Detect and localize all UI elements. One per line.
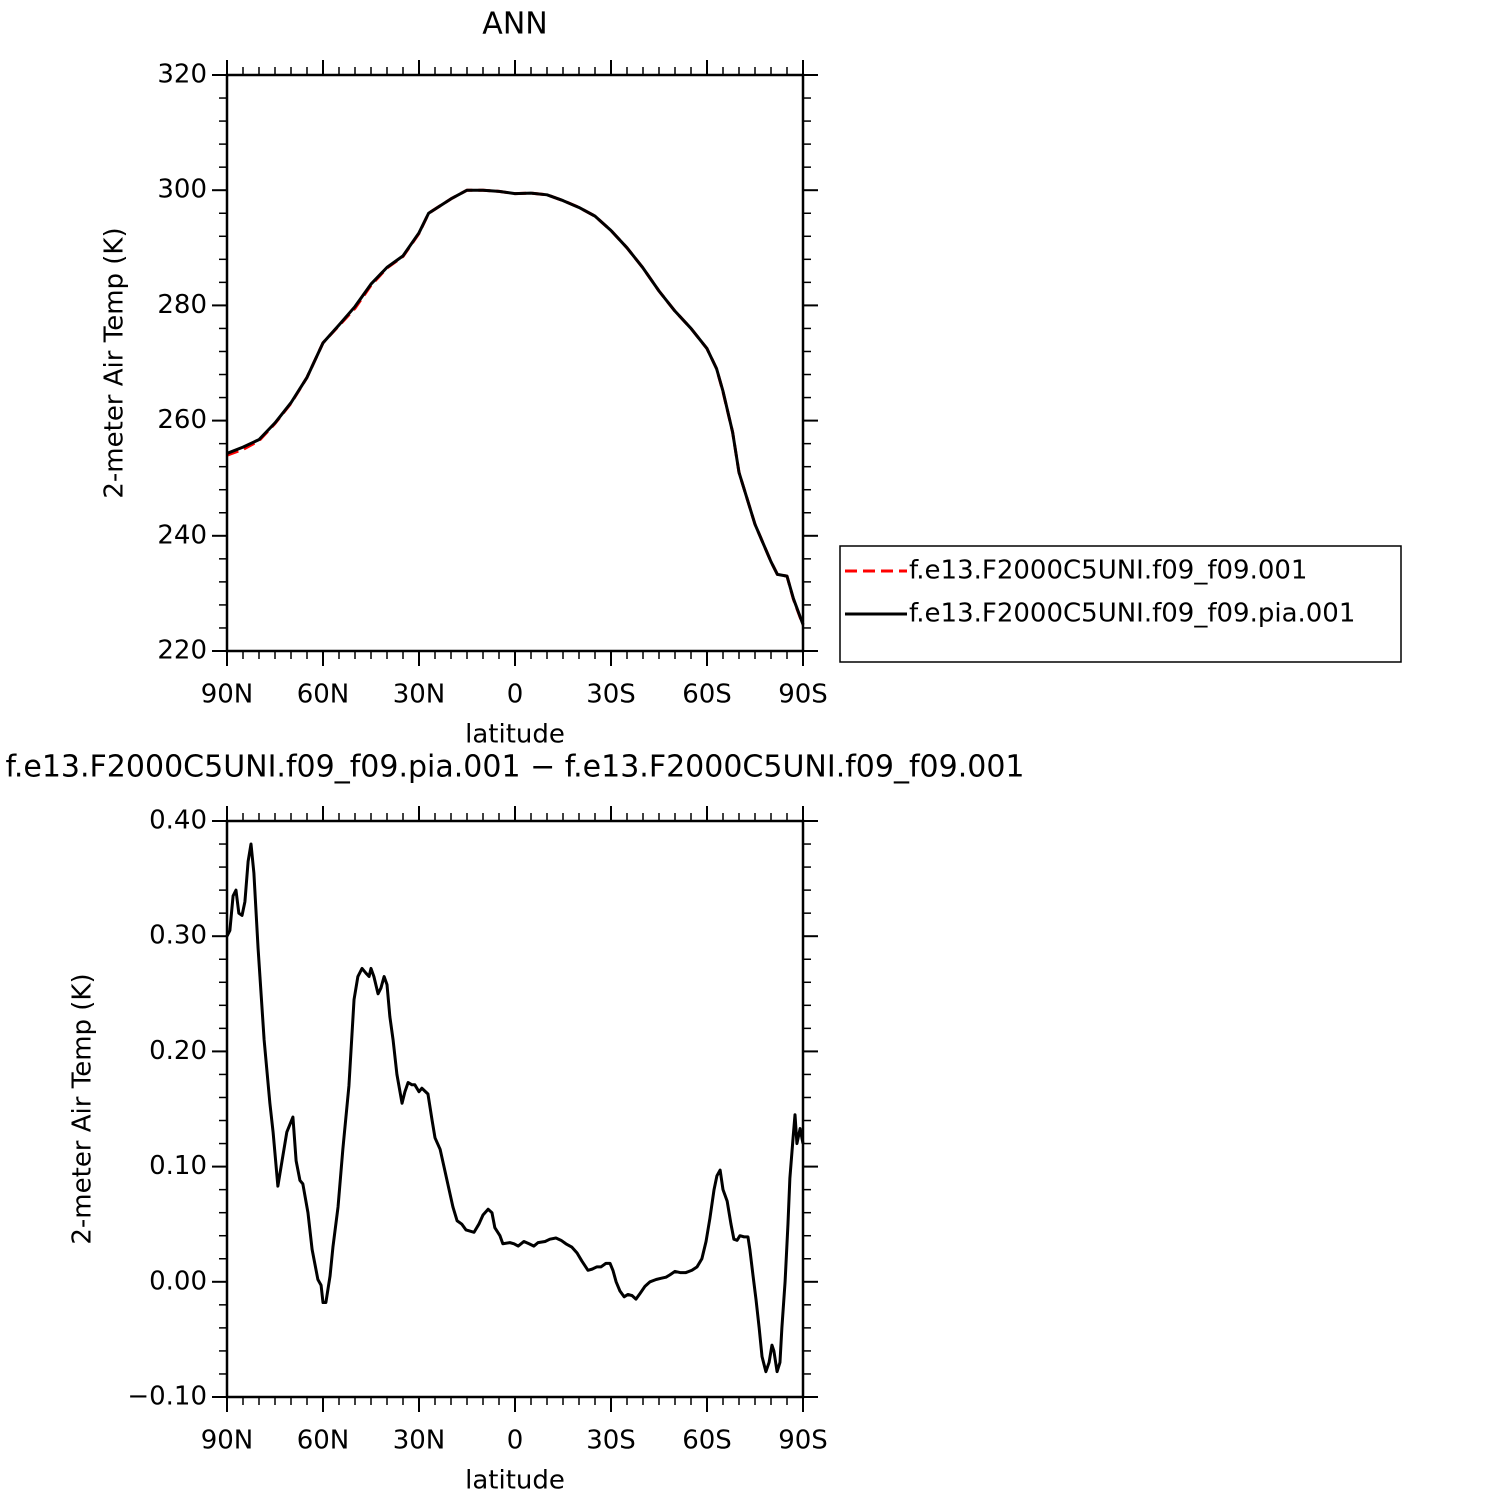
x-tick-label: 60S <box>682 1426 732 1456</box>
x-tick-label: 60N <box>297 680 350 710</box>
y-tick-label: 0.30 <box>149 921 207 951</box>
data-line <box>226 188 805 626</box>
chart-title: f.e13.F2000C5UNI.f09_f09.pia.001 − f.e13… <box>5 750 1024 785</box>
y-tick-label: 0.10 <box>149 1151 207 1181</box>
plot-frame <box>225 819 805 1399</box>
chart-title: ANN <box>482 7 547 42</box>
y-axis-label: 2-meter Air Temp (K) <box>100 227 130 498</box>
x-tick-label: 90N <box>201 680 254 710</box>
data-line <box>226 188 805 626</box>
y-tick-label: 320 <box>157 60 207 90</box>
x-tick-label: 30S <box>586 1426 636 1456</box>
y-tick-label: 260 <box>157 405 207 435</box>
y-tick-label: 0.20 <box>149 1036 207 1066</box>
x-tick-label: 30N <box>393 1426 446 1456</box>
y-tick-label: 0.00 <box>149 1266 207 1296</box>
y-tick-label: 300 <box>157 175 207 205</box>
legend-box <box>839 545 1402 663</box>
y-tick-label: 280 <box>157 290 207 320</box>
x-tick-label: 90S <box>778 680 828 710</box>
x-tick-label: 90S <box>778 1426 828 1456</box>
x-tick-label: 30N <box>393 680 446 710</box>
y-tick-label: 220 <box>157 636 207 666</box>
x-tick-label: 60N <box>297 1426 350 1456</box>
x-tick-label: 30S <box>586 680 636 710</box>
x-axis-label: latitude <box>465 1466 565 1496</box>
x-tick-label: 90N <box>201 1426 254 1456</box>
x-tick-label: 0 <box>507 680 524 710</box>
y-tick-label: −0.10 <box>127 1382 207 1412</box>
y-tick-label: 240 <box>157 520 207 550</box>
y-tick-label: 0.40 <box>149 806 207 836</box>
x-tick-label: 0 <box>507 1426 524 1456</box>
legend-label: f.e13.F2000C5UNI.f09_f09.pia.001 <box>909 599 1355 629</box>
legend-label: f.e13.F2000C5UNI.f09_f09.001 <box>909 556 1307 586</box>
plot: 220 240 260 280 300 320 90N 60N 30N 0 30S 60S 90S ANN… <box>100 7 1402 750</box>
plot: −0.10 0.00 0.10 0.20 0.30 0.40 90N 60N 30N 0 30S 60… <box>5 750 1024 1496</box>
data-line <box>225 842 805 1374</box>
x-tick-label: 60S <box>682 680 732 710</box>
y-axis-label: 2-meter Air Temp (K) <box>68 973 98 1244</box>
x-axis-label: latitude <box>465 720 565 750</box>
